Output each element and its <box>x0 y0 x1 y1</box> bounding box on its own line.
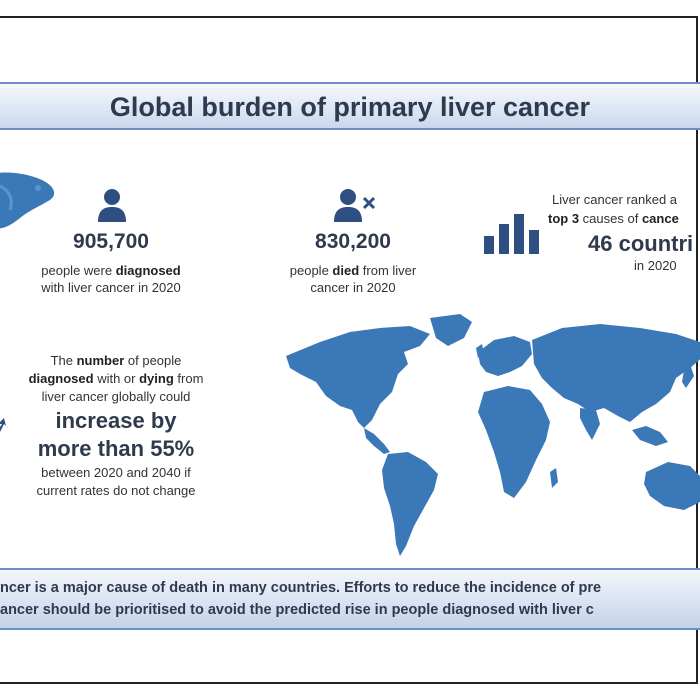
person-icon <box>98 189 126 222</box>
projection-line4: between 2020 and 2040 if <box>41 465 191 480</box>
ranked-year: in 2020 <box>634 258 677 273</box>
trend-arrow-icon <box>0 418 6 432</box>
projection-highlight1: increase by <box>55 408 177 433</box>
world-map <box>286 314 700 556</box>
projection-line5: current rates do not change <box>36 483 196 498</box>
footer-line2: ancer should be prioritised to avoid the… <box>0 602 594 618</box>
ranked-caption-line1: Liver cancer ranked a <box>552 192 678 207</box>
footer-line1: ncer is a major cause of death in many c… <box>0 580 602 596</box>
projection-line2: diagnosed with or dying from <box>28 371 204 386</box>
projection-line1: The number of people <box>50 353 182 368</box>
ranked-caption-line2: top 3 causes of cance <box>548 211 679 226</box>
diagnosed-count: 905,700 <box>73 230 149 253</box>
page-title: Global burden of primary liver cancer <box>109 92 591 122</box>
person-x-icon <box>334 189 376 222</box>
footer-banner <box>0 568 700 630</box>
projection-line3: liver cancer globally could <box>41 389 191 404</box>
bar-chart-icon <box>484 214 539 254</box>
died-count: 830,200 <box>315 230 391 253</box>
liver-icon <box>0 172 55 229</box>
diagnosed-caption: people were diagnosed with liver cancer … <box>41 263 181 295</box>
died-caption: people died from liver cancer in 2020 <box>289 263 417 295</box>
countries-count: 46 countri <box>588 231 694 256</box>
title-banner <box>0 82 700 130</box>
projection-highlight2: more than 55% <box>37 436 195 461</box>
